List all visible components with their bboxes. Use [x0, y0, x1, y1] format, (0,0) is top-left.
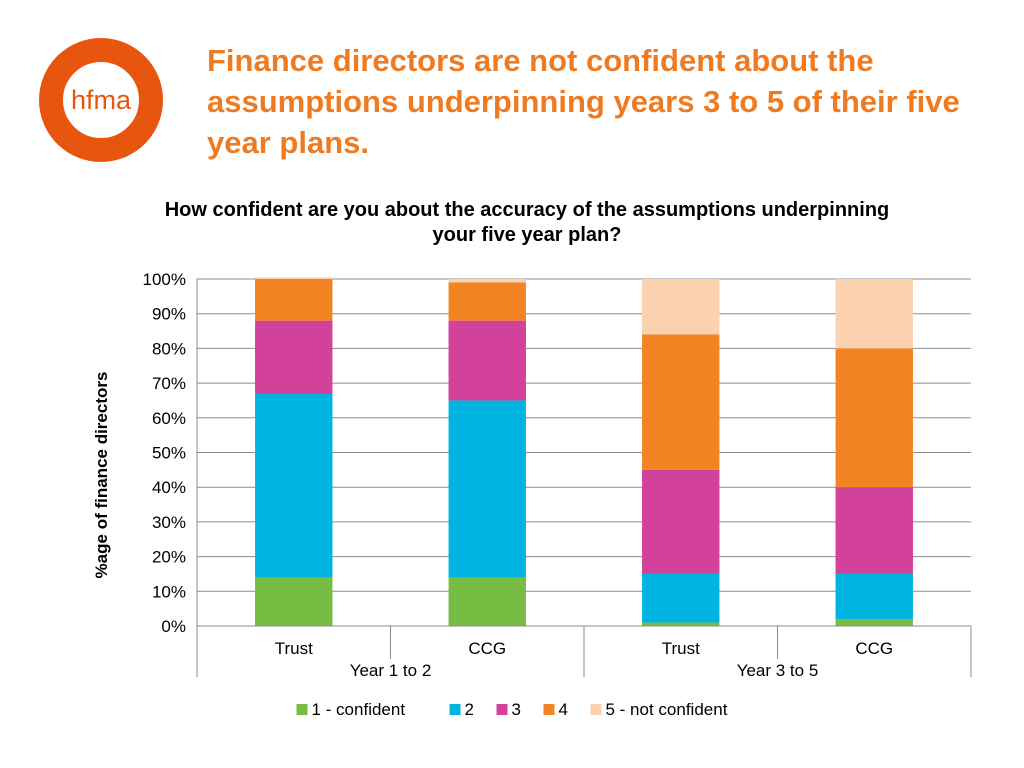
x-category-label: Trust	[662, 639, 700, 658]
bar-segment	[642, 279, 720, 335]
legend-entry: 5 - not confident	[606, 700, 728, 719]
logo-ring	[39, 38, 163, 162]
page-headline: Finance directors are not confident abou…	[207, 43, 960, 160]
legend-swatch	[449, 704, 461, 715]
legend-swatch	[296, 704, 308, 715]
legend-entry: 3	[512, 700, 521, 719]
legend-entry: 1 - confident	[312, 700, 406, 719]
bar-segment	[642, 573, 720, 623]
logo-text: hfma	[71, 85, 132, 115]
y-tick-label: 10%	[152, 582, 186, 601]
x-group-label: Year 1 to 2	[350, 661, 432, 680]
legend-swatch	[543, 704, 555, 715]
y-tick-label: 60%	[152, 409, 186, 428]
bar-segment	[448, 320, 526, 401]
y-tick-label: 70%	[152, 374, 186, 393]
y-tick-label: 40%	[152, 478, 186, 497]
bar-segment	[448, 400, 526, 578]
y-tick-label: 80%	[152, 339, 186, 358]
bar-segment	[835, 348, 913, 488]
bar-segment	[448, 577, 526, 626]
bars	[255, 277, 913, 626]
y-tick-label: 30%	[152, 513, 186, 532]
bar-segment	[448, 279, 526, 283]
bar-segment	[642, 622, 720, 626]
y-tick-labels: 0% 10% 20% 30% 40% 50% 60% 70% 80% 90% 100%	[143, 270, 186, 636]
y-tick-label: 0%	[161, 617, 186, 636]
x-group-label: Year 3 to 5	[737, 661, 819, 680]
legend-entry: 4	[559, 700, 568, 719]
legend-swatch	[496, 704, 508, 715]
bar-segment	[448, 282, 526, 321]
bar-segment	[255, 393, 333, 578]
y-tick-label: 100%	[143, 270, 186, 289]
legend-swatch	[590, 704, 602, 715]
bar-segment	[642, 334, 720, 470]
y-tick-label: 50%	[152, 444, 186, 463]
bar-segment	[835, 573, 913, 620]
y-tick-label: 20%	[152, 548, 186, 567]
bar-segment	[835, 279, 913, 349]
bar-segment	[255, 277, 333, 279]
y-tick-label: 90%	[152, 305, 186, 324]
x-category-labels: Trust CCG Trust CCG Year 1 to 2 Year 3 to 5	[196, 626, 972, 680]
bar-segment	[255, 279, 333, 321]
legend: 1 - confident 2 3 4 5 - not confident	[296, 700, 728, 719]
bar-segment	[255, 577, 333, 626]
y-axis-label: %age of finance directors	[92, 372, 111, 579]
hfma-logo: hfma	[38, 37, 164, 163]
bar-segment	[835, 619, 913, 626]
x-category-label: Trust	[275, 639, 313, 658]
bar-segment	[255, 320, 333, 394]
x-category-label: CCG	[468, 639, 506, 658]
bar-segment	[642, 469, 720, 574]
bar-segment	[835, 487, 913, 574]
chart-title: How confident are you about the accuracy…	[164, 199, 890, 246]
x-category-label: CCG	[855, 639, 893, 658]
legend-entry: 2	[465, 700, 474, 719]
